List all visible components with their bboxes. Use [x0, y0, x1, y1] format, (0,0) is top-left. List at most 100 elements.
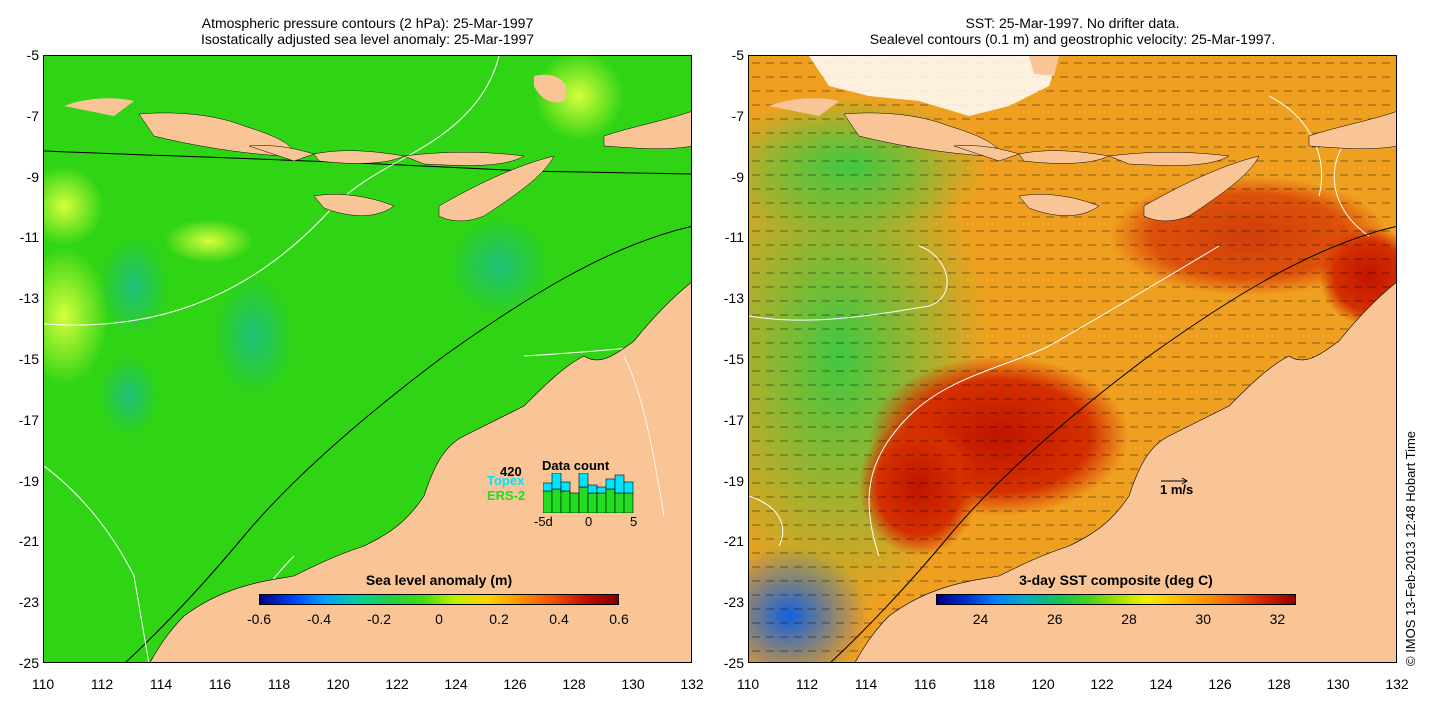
right-ytick: -23 — [723, 594, 744, 611]
left-xtick: 124 — [444, 676, 468, 692]
data-count-topex-label: Topex — [487, 473, 525, 488]
right-ytick: -15 — [723, 351, 744, 367]
left-xtick: 114 — [149, 676, 173, 692]
island-timor — [438, 155, 555, 222]
sst-colorbar-tick: 28 — [1121, 611, 1137, 627]
sst-australia-landmass — [854, 282, 1396, 662]
velocity-scale-label: 1 m/s — [1160, 482, 1194, 497]
left-xtick: 116 — [208, 676, 232, 692]
sla-high-blob-center — [164, 219, 254, 263]
island-borneo-south — [64, 98, 134, 116]
pressure-contour-2 — [44, 465, 150, 662]
left-ytick: -17 — [18, 411, 39, 428]
sst-colorbar — [936, 594, 1296, 605]
left-xtick: 112 — [90, 676, 114, 692]
copyright-notice: © IMOS 13-Feb-2013 12:48 Hobart Time — [1403, 430, 1418, 666]
sealevel-contour-2 — [868, 245, 1220, 557]
sst-colorbar-label: 3-day SST composite (deg C) — [1019, 572, 1213, 588]
sst-island-java — [843, 112, 997, 157]
right-xtick: 122 — [1090, 676, 1114, 692]
left-xtick: 110 — [31, 676, 55, 692]
left-xtick: 130 — [621, 676, 645, 692]
sst-shelf-contour — [830, 225, 1396, 662]
left-ytick: -25 — [18, 655, 39, 671]
left-ytick: -15 — [18, 351, 39, 367]
velocity-scale-arrowhead — [1181, 477, 1188, 485]
pressure-contour-1 — [44, 56, 500, 326]
right-xtick: 120 — [1031, 676, 1055, 692]
data-count-ers2-label: ERS-2 — [487, 488, 526, 503]
data-count-axis-start: -5d — [534, 514, 553, 529]
island-java — [138, 112, 292, 157]
island-flores — [403, 152, 525, 166]
right-xtick: 128 — [1267, 676, 1291, 692]
island-tanimbar — [603, 111, 691, 149]
left-panel-title: Atmospheric pressure contours (2 hPa): 2… — [43, 15, 692, 47]
sla-colorbar-tick: -0.4 — [306, 611, 332, 627]
right-xtick: 132 — [1385, 676, 1409, 692]
right-xtick: 114 — [854, 676, 878, 692]
sst-island-timor — [1143, 155, 1260, 222]
left-ytick: -9 — [26, 168, 39, 185]
data-count-histogram — [543, 473, 634, 513]
data-count-axis-mid: 0 — [585, 514, 593, 529]
sst-colorbar-tick: 24 — [972, 611, 989, 627]
sst-island-sumba — [1018, 194, 1100, 216]
sla-low-blob-2 — [99, 356, 159, 436]
left-ytick: -19 — [18, 472, 39, 489]
right-ytick: -11 — [724, 229, 744, 246]
sla-high-blob-northwest — [44, 166, 104, 246]
right-title-line1: SST: 25-Mar-1997. No drifter data. — [965, 15, 1180, 31]
left-ytick: -13 — [18, 290, 39, 307]
left-ytick: -5 — [26, 47, 39, 63]
right-panel-title: SST: 25-Mar-1997. No drifter data. Seale… — [748, 15, 1397, 47]
island-sumba — [313, 194, 395, 216]
right-xtick: 130 — [1326, 676, 1350, 692]
australia-landmass — [149, 282, 691, 662]
left-xtick: 132 — [680, 676, 704, 692]
sealevel-contour-5 — [1333, 135, 1370, 237]
left-xtick: 128 — [562, 676, 586, 692]
sla-colorbar-tick: 0.4 — [549, 611, 569, 627]
sealevel-contour-1 — [749, 245, 948, 321]
sst-map-svg — [749, 56, 1396, 662]
sla-colorbar-tick: 0.2 — [489, 611, 509, 627]
sst-colorbar-tick: 30 — [1195, 611, 1211, 627]
right-ytick: -13 — [723, 290, 744, 307]
right-ytick: -19 — [723, 472, 744, 489]
data-count-axis-end: 5 — [630, 514, 638, 529]
right-ytick: -9 — [731, 168, 744, 185]
sea-level-anomaly-map — [43, 55, 692, 663]
right-xtick: 116 — [913, 676, 937, 692]
sst-island-borneo-south — [769, 98, 839, 116]
left-title-line1: Atmospheric pressure contours (2 hPa): 2… — [201, 15, 534, 31]
right-ytick: -7 — [731, 107, 744, 124]
sst-island-north-1 — [1029, 56, 1059, 76]
left-ytick: -23 — [18, 594, 39, 611]
left-title-line2: Isostatically adjusted sea level anomaly… — [200, 31, 535, 47]
sst-map — [748, 55, 1397, 663]
left-ytick: -21 — [18, 533, 39, 550]
left-ytick: -11 — [19, 229, 39, 246]
sla-high-blob-west — [44, 246, 109, 386]
sla-map-svg — [44, 56, 691, 662]
sla-colorbar-tick: -0.2 — [366, 611, 392, 627]
data-count-max: 420 — [500, 464, 522, 479]
sst-island-flores — [1108, 152, 1230, 166]
right-xtick: 110 — [736, 676, 760, 692]
sla-colorbar-label: Sea level anomaly (m) — [365, 572, 513, 588]
left-xtick: 118 — [267, 676, 291, 692]
state-border — [623, 355, 665, 517]
sst-colorbar-tick: 26 — [1046, 611, 1063, 627]
right-ytick: -21 — [723, 533, 744, 550]
right-xtick: 124 — [1149, 676, 1173, 692]
sla-low-blob-4 — [449, 216, 549, 316]
right-xtick: 126 — [1208, 676, 1232, 692]
left-xtick: 126 — [503, 676, 527, 692]
sla-low-blob-1 — [99, 236, 169, 336]
sla-shelf-contour — [125, 225, 691, 662]
left-ytick: -7 — [26, 107, 39, 124]
sla-bathy-contour-north — [44, 150, 691, 175]
sla-colorbar — [259, 594, 619, 605]
right-xtick: 118 — [972, 676, 996, 692]
